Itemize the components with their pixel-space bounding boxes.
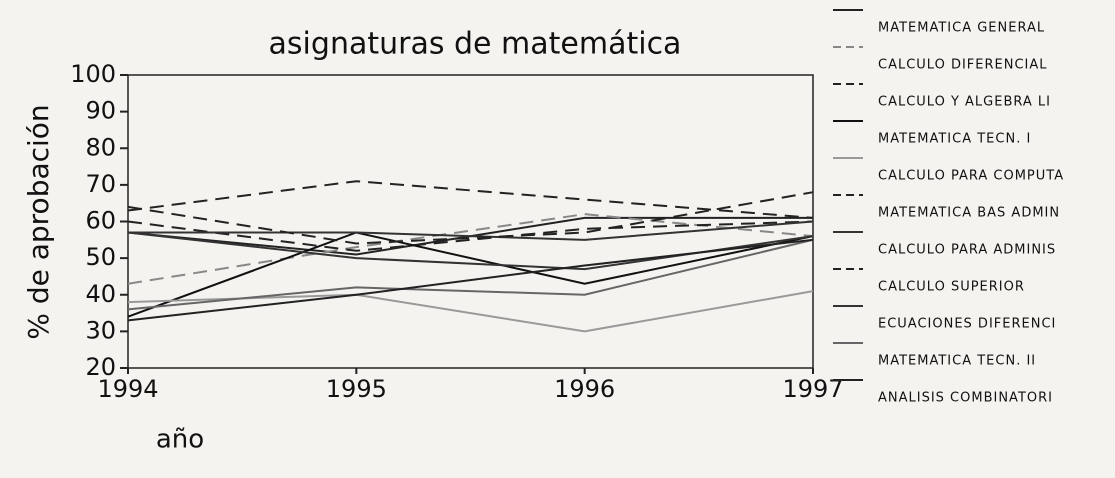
y-tick-label: 40 [85,280,116,308]
legend-label: CALCULO SUPERIOR [878,280,1025,295]
x-tick-label: 1996 [554,375,615,403]
legend-label: CALCULO PARA ADMINIS [878,243,1056,258]
x-tick-label: 1995 [326,375,387,403]
y-tick-label: 20 [85,353,116,381]
chart-title: asignaturas de matemática [269,27,682,62]
y-tick-label: 70 [85,170,116,198]
legend-label: CALCULO PARA COMPUTA [878,169,1064,184]
y-tick-label: 30 [85,316,116,344]
series-line [127,191,814,245]
y-tick-label: 60 [85,207,116,235]
y-tick-label: 80 [85,133,116,161]
x-tick-label: 1994 [97,375,158,403]
series-line [128,220,814,241]
y-axis-label: % de aprobación [22,104,55,339]
plot-frame [127,74,814,369]
series-line [127,238,814,322]
x-axis-label: año [156,425,204,455]
series-line [127,180,814,219]
series-line [127,290,814,333]
legend-label: CALCULO DIFERENCIAL [878,58,1048,73]
legend-label: CALCULO Y ALGEBRA LI [878,95,1051,110]
y-tick-label: 50 [85,243,116,271]
legend-label: ANALISIS COMBINATORI [878,391,1053,406]
y-tick-label: 100 [70,60,116,88]
legend-label: ECUACIONES DIFERENCI [878,317,1056,332]
series-line [127,220,814,252]
legend-label: MATEMATICA BAS ADMIN [878,206,1060,221]
legend-label: MATEMATICA TECN. II [878,354,1036,369]
legend-label: MATEMATICA TECN. I [878,132,1031,147]
series-line [127,238,814,311]
series-line [127,231,814,318]
y-tick-label: 90 [85,97,116,125]
legend-label: MATEMATICA GENERAL [878,21,1045,36]
